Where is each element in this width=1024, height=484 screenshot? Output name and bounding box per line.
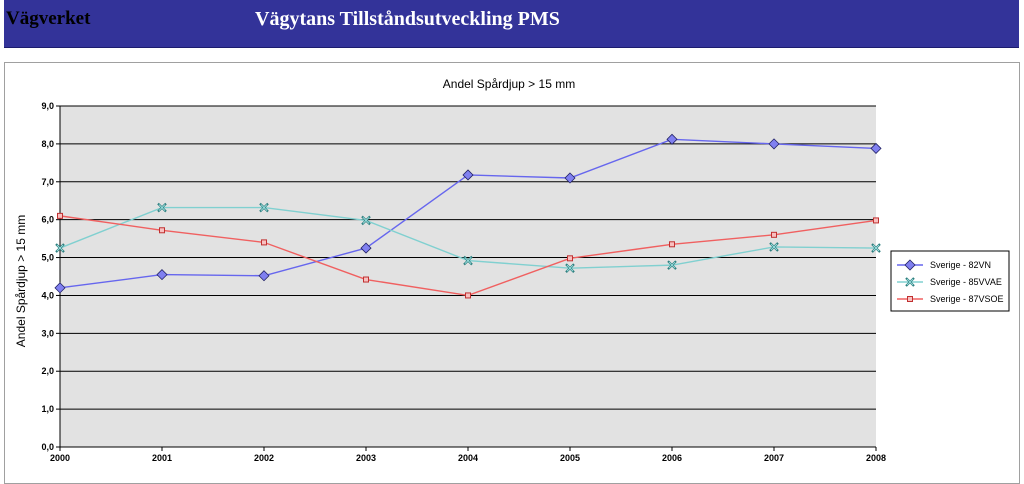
data-point (907, 296, 913, 302)
legend-entry: Sverige - 85VVAE (897, 277, 1002, 287)
y-tick-label: 5,0 (41, 253, 54, 263)
data-point (57, 212, 63, 219)
series-1 (55, 202, 881, 273)
data-point (259, 202, 269, 213)
axes: 0,0 1,0 2,0 3,0 4,0 5,0 6,0 7,0 8,0 9,0 2000 2001 20… (41, 101, 886, 463)
data-point (666, 133, 678, 145)
data-point (873, 217, 879, 224)
data-point (904, 259, 916, 271)
y-tick-label: 0,0 (41, 442, 54, 452)
app-header: Vägverket Vägytans Tillståndsutveckling … (4, 0, 1019, 48)
y-tick-label: 7,0 (41, 177, 54, 187)
data-point (363, 276, 369, 283)
data-point (463, 255, 473, 266)
data-point (157, 202, 167, 213)
x-marker-highlight (770, 243, 778, 251)
legend-label: Sverige - 87VSOE (930, 294, 1004, 304)
x-tick-label: 2008 (866, 453, 886, 463)
data-point (871, 243, 881, 253)
y-axis-label: Andel Spårdjup > 15 mm (14, 215, 28, 347)
data-point (667, 260, 677, 270)
x-tick-label: 2006 (662, 453, 682, 463)
line-chart: Andel Spårdjup > 15 mm Andel Spårdjup > … (14, 77, 1010, 463)
y-tick-label: 6,0 (41, 215, 54, 225)
x-tick-label: 2004 (458, 453, 478, 463)
x-marker-highlight (464, 257, 472, 264)
y-tick-label: 2,0 (41, 366, 54, 376)
x-marker-highlight (56, 244, 64, 252)
series-layer (54, 133, 882, 299)
legend-entry: Sverige - 82VN (897, 259, 991, 271)
x-tick-label: 2007 (764, 453, 784, 463)
chart-title: Andel Spårdjup > 15 mm (443, 77, 575, 91)
brand-name: Vägverket (6, 8, 91, 29)
y-tick-label: 8,0 (41, 139, 54, 149)
x-marker-highlight (566, 264, 574, 272)
data-point (567, 255, 573, 262)
series-0 (54, 133, 882, 294)
chart-frame: Andel Spårdjup > 15 mm Andel Spårdjup > … (4, 62, 1020, 484)
x-marker-highlight (362, 217, 370, 224)
x-tick-label: 2002 (254, 453, 274, 463)
x-marker-highlight (906, 278, 914, 286)
legend-entry: Sverige - 87VSOE (897, 294, 1004, 304)
y-tick-label: 9,0 (41, 101, 54, 111)
data-point (669, 241, 675, 248)
x-tick-label: 2005 (560, 453, 580, 463)
y-tick-label: 4,0 (41, 290, 54, 300)
data-point (55, 243, 65, 253)
y-tick-label: 1,0 (41, 404, 54, 414)
data-point (361, 215, 371, 226)
legend-label: Sverige - 85VVAE (930, 277, 1002, 287)
series-2 (57, 212, 879, 299)
x-marker-highlight (158, 204, 166, 211)
x-tick-label: 2000 (50, 453, 70, 463)
data-point (768, 138, 780, 150)
data-point (465, 292, 471, 299)
y-tick-label: 3,0 (41, 328, 54, 338)
data-point (564, 172, 576, 184)
x-tick-label: 2003 (356, 453, 376, 463)
x-marker-highlight (260, 204, 268, 211)
data-point (771, 231, 777, 238)
data-point (159, 227, 165, 234)
plot-area (60, 106, 876, 447)
data-point (258, 270, 270, 282)
x-marker-highlight (668, 261, 676, 269)
legend: Sverige - 82VN Sverige - 85VVAE Sverige - … (890, 250, 1010, 312)
data-point (462, 169, 474, 181)
data-point (905, 277, 915, 287)
data-point (261, 239, 267, 246)
data-point (565, 263, 575, 273)
data-point (54, 282, 66, 294)
data-point (156, 269, 168, 281)
data-point (870, 142, 882, 155)
x-tick-label: 2001 (152, 453, 172, 463)
x-marker-highlight (872, 244, 880, 252)
data-point (769, 242, 779, 252)
page-title: Vägytans Tillståndsutveckling PMS (255, 8, 560, 30)
legend-label: Sverige - 82VN (930, 260, 991, 270)
data-point (360, 242, 372, 254)
